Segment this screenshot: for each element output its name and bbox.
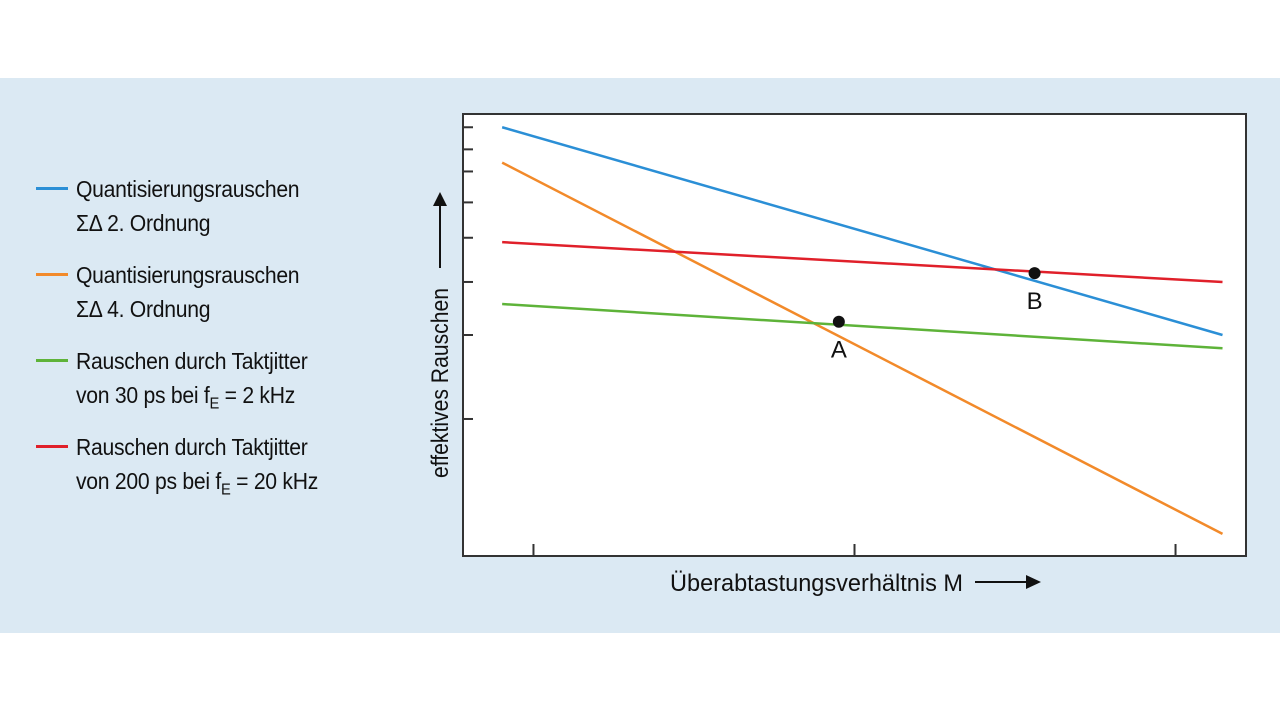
x-axis-label-group: Überabtastungsverhältnis M: [670, 570, 1041, 597]
y-axis-label: effektives Rauschen: [427, 288, 454, 478]
legend-label-green: Rauschen durch Taktjitter von 30 ps bei …: [76, 348, 308, 413]
legend-swatch-orange: [36, 273, 68, 276]
legend-swatch-blue: [36, 187, 68, 190]
legend: Quantisierungsrauschen ΣΔ 2. Ordnung Qua…: [36, 172, 376, 516]
series-line-orange: [501, 161, 1224, 536]
point-a: [832, 315, 845, 328]
legend-label-orange: Quantisierungsrauschen ΣΔ 4. Ordnung: [76, 262, 300, 322]
series-line-green: [502, 302, 1223, 350]
legend-swatch-red: [36, 445, 68, 448]
x-axis-label: Überabtastungsverhältnis M: [670, 570, 963, 597]
point-label-a: A: [831, 337, 847, 364]
legend-item-red: Rauschen durch Taktjitter von 200 ps bei…: [36, 430, 376, 516]
series-line-red: [502, 240, 1223, 284]
x-axis-arrow-head: [1026, 575, 1041, 589]
point-b: [1028, 267, 1041, 280]
plot-frame: [462, 113, 1247, 557]
point-label-b: B: [1027, 288, 1043, 315]
series-line-blue: [501, 126, 1223, 337]
legend-item-green: Rauschen durch Taktjitter von 30 ps bei …: [36, 344, 376, 430]
legend-item-orange: Quantisierungsrauschen ΣΔ 4. Ordnung: [36, 258, 376, 344]
legend-label-blue: Quantisierungsrauschen ΣΔ 2. Ordnung: [76, 176, 300, 236]
y-axis-label-group: effektives Rauschen: [427, 192, 454, 478]
legend-item-blue: Quantisierungsrauschen ΣΔ 2. Ordnung: [36, 172, 376, 258]
y-axis-arrow-head: [433, 192, 447, 206]
legend-label-red: Rauschen durch Taktjitter von 200 ps bei…: [76, 434, 319, 499]
legend-swatch-green: [36, 359, 68, 362]
